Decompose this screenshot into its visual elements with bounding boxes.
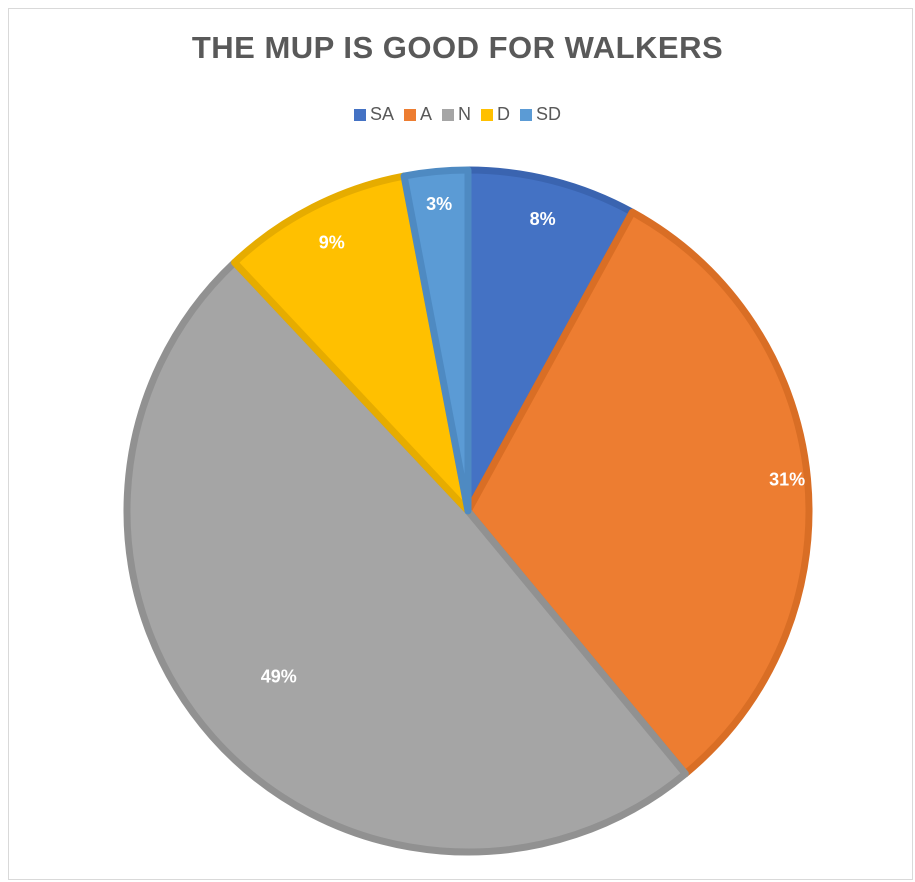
legend-label-sa: SA (369, 104, 394, 124)
legend-item-sa: SA (353, 104, 394, 125)
legend-item-n: N (442, 104, 471, 125)
legend: SA A N D SD (0, 104, 915, 125)
slice-label-sa: 8% (530, 209, 556, 229)
legend-label-d: D (497, 104, 510, 124)
pie-slice-sa (464, 166, 636, 515)
legend-label-n: N (458, 104, 471, 124)
slice-label-sd: 3% (426, 194, 452, 214)
legend-item-d: D (481, 104, 510, 125)
slice-label-a: 31% (769, 470, 805, 490)
legend-swatch-sa (353, 108, 366, 121)
legend-swatch-d (481, 108, 493, 121)
legend-label-sd: SD (536, 104, 562, 124)
pie-slice-a (464, 208, 813, 778)
legend-swatch-n (442, 108, 454, 121)
chart-title: THE MUP IS GOOD FOR WALKERS (191, 30, 724, 65)
pie-slice-n (123, 258, 689, 856)
pie-slice-sd (400, 166, 472, 515)
legend-item-a: A (403, 104, 432, 125)
legend-label-a: A (419, 104, 432, 124)
legend-swatch-sd (520, 108, 532, 121)
pie-slice-d (231, 172, 472, 515)
slice-label-d: 9% (319, 232, 345, 252)
slice-label-n: 49% (261, 667, 297, 687)
legend-item-sd: SD (520, 104, 561, 125)
legend-swatch-a (403, 108, 416, 121)
